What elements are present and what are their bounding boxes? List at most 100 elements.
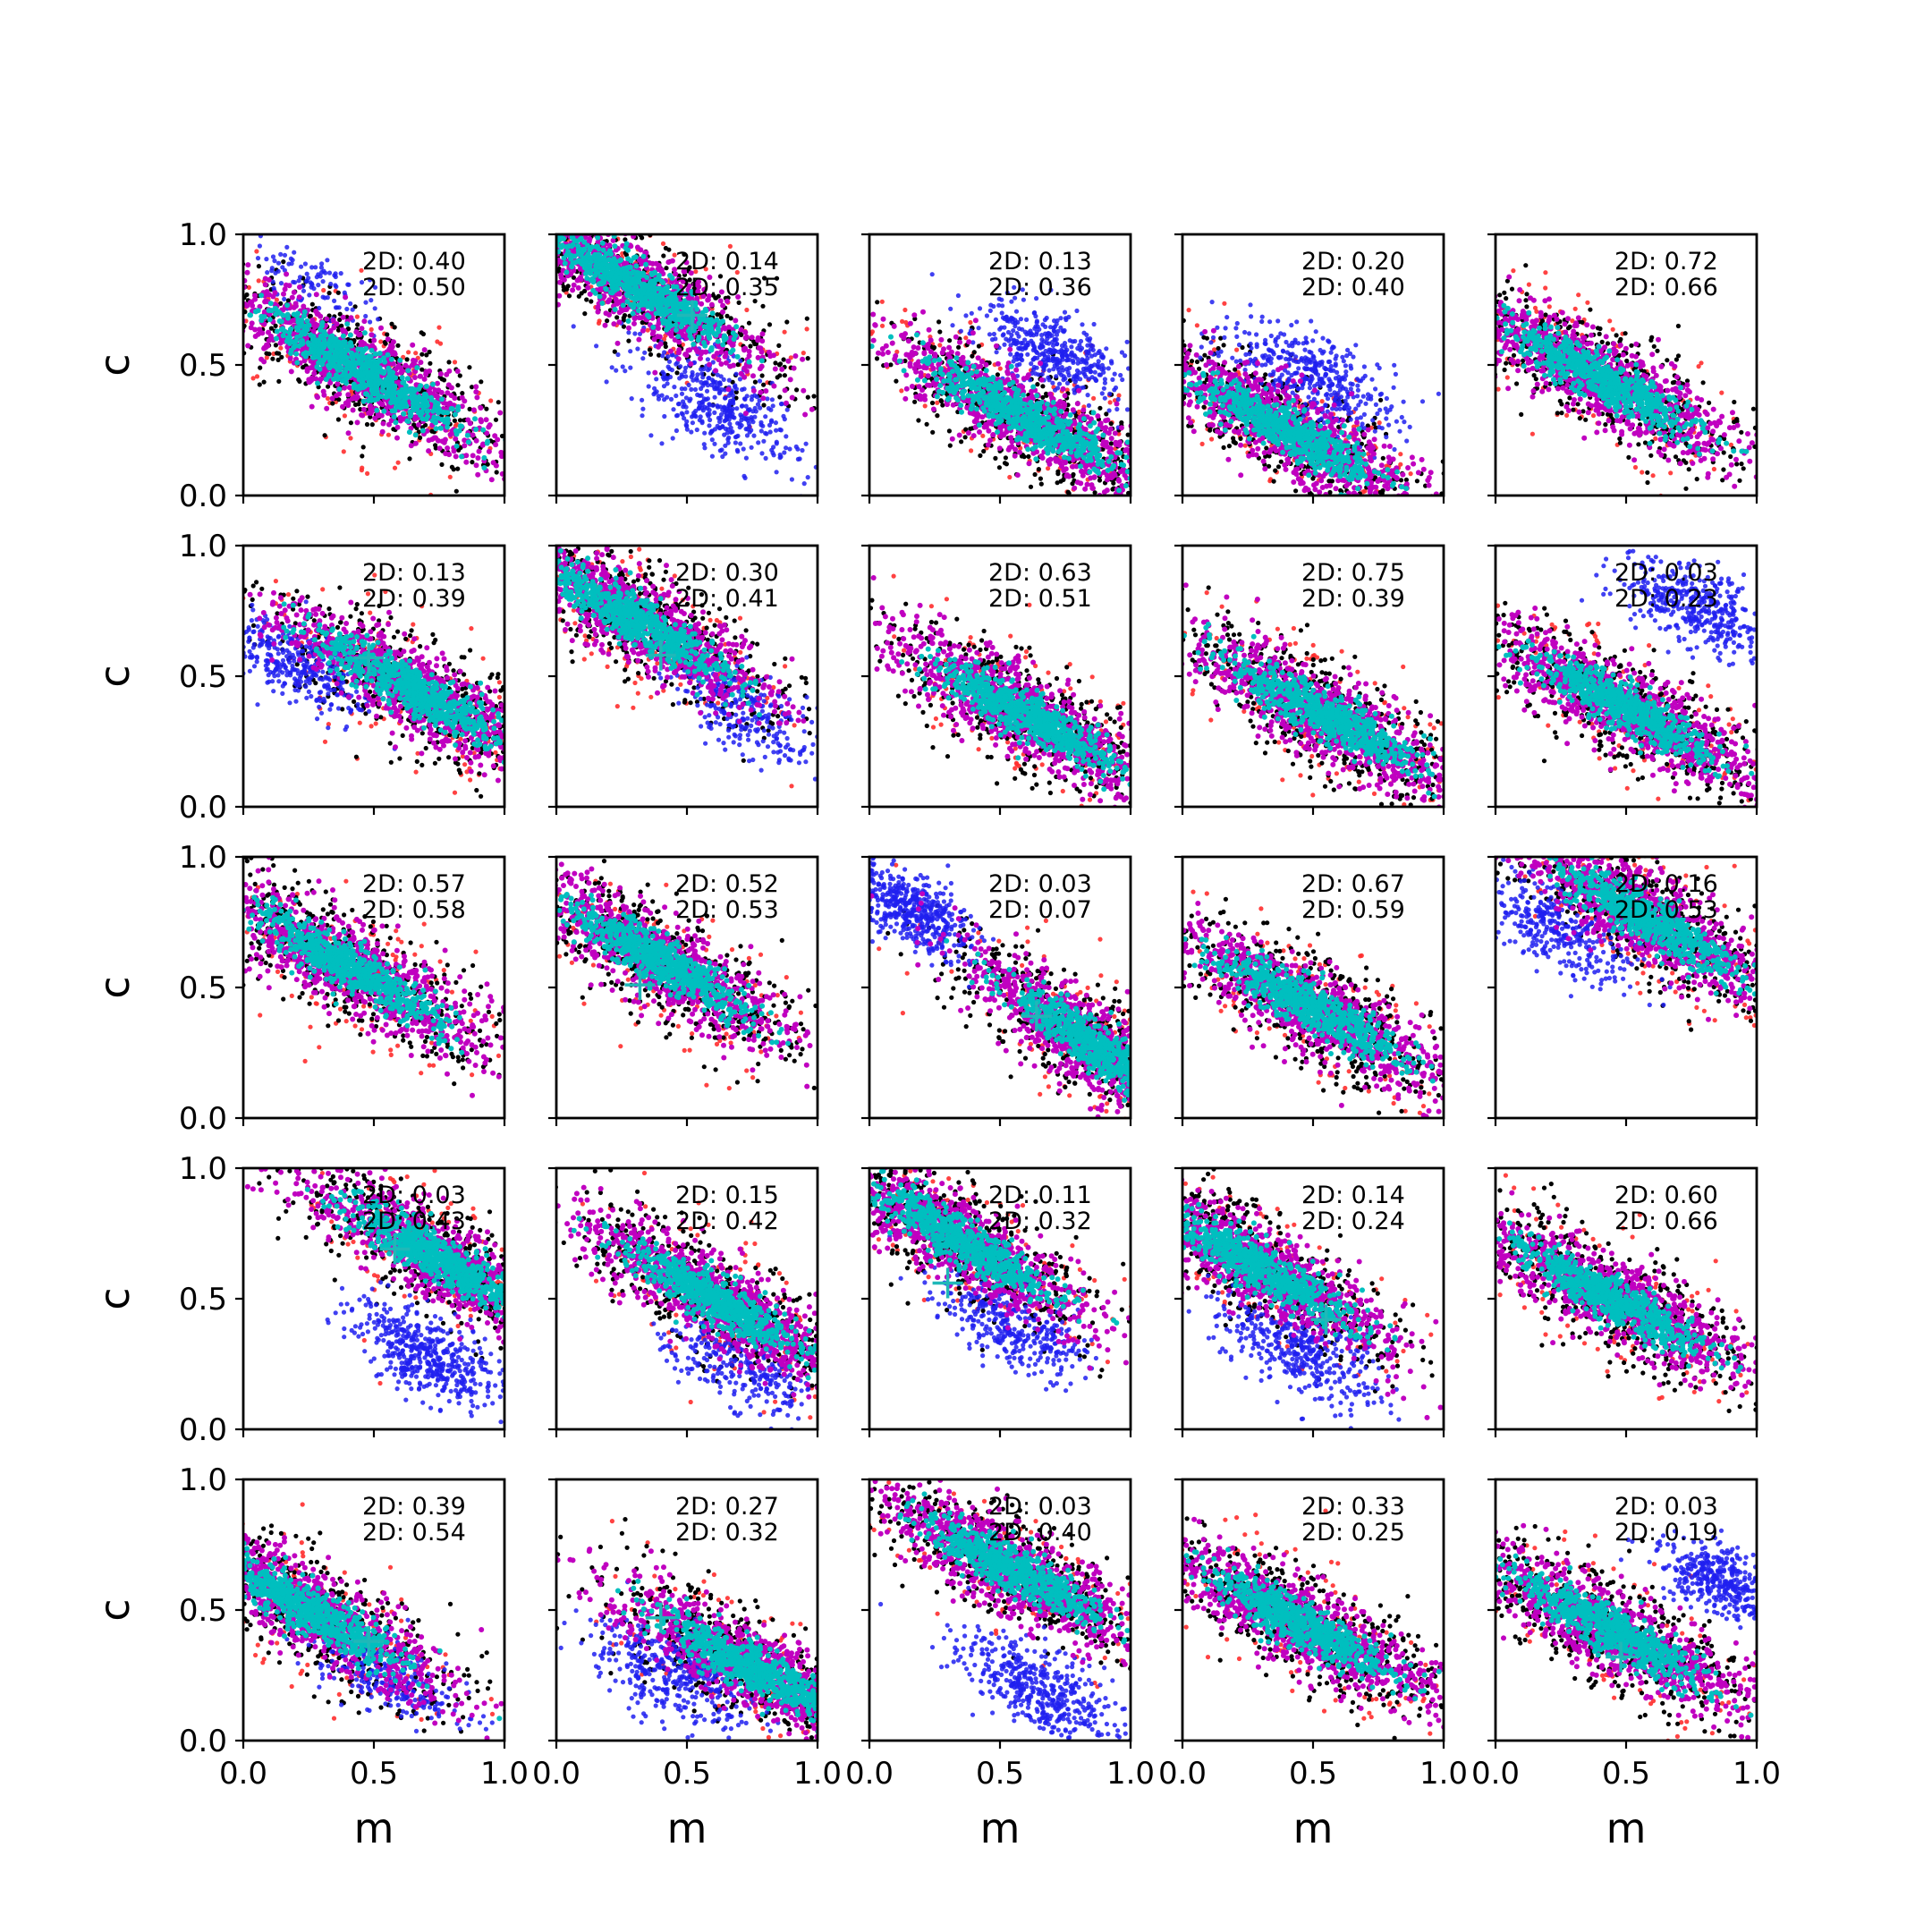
- data-point: [504, 174, 508, 179]
- data-point: [447, 401, 453, 406]
- data-point: [737, 421, 741, 426]
- data-point: [702, 431, 707, 436]
- data-point: [262, 314, 267, 319]
- data-point: [398, 419, 403, 424]
- data-point: [469, 197, 474, 202]
- data-point: [557, 199, 562, 203]
- data-point: [575, 213, 580, 217]
- data-point: [526, 468, 531, 473]
- data-point: [599, 281, 605, 286]
- data-point: [404, 419, 410, 424]
- data-point: [420, 416, 426, 421]
- data-point: [612, 258, 617, 263]
- data-point: [792, 353, 798, 359]
- data-point: [489, 477, 495, 482]
- data-point: [546, 245, 551, 250]
- data-point: [427, 437, 432, 443]
- data-point: [570, 260, 575, 266]
- data-point: [397, 394, 402, 400]
- data-point: [549, 226, 555, 232]
- data-point: [529, 239, 534, 244]
- data-point: [543, 273, 547, 277]
- data-point: [523, 212, 529, 217]
- data-point: [614, 315, 619, 319]
- data-point: [551, 225, 556, 231]
- data-point: [412, 375, 418, 380]
- data-point: [604, 287, 609, 292]
- data-point: [741, 474, 746, 479]
- data-point: [617, 275, 623, 280]
- data-point: [315, 381, 320, 386]
- data-point: [681, 399, 685, 403]
- data-point: [309, 285, 313, 290]
- data-point: [359, 373, 364, 378]
- data-point: [491, 240, 496, 244]
- data-point: [511, 401, 515, 405]
- data-point: [783, 330, 787, 335]
- data-point: [674, 370, 679, 375]
- data-point: [424, 369, 429, 375]
- data-point: [738, 412, 742, 417]
- data-point: [784, 445, 788, 450]
- data-point: [537, 181, 541, 185]
- data-point: [633, 297, 639, 302]
- data-point: [658, 295, 664, 301]
- data-point: [365, 422, 369, 427]
- data-point: [494, 196, 499, 201]
- data-point: [418, 436, 422, 440]
- data-point: [667, 360, 672, 364]
- data-point: [572, 324, 576, 328]
- data-point: [555, 222, 560, 227]
- data-point: [228, 311, 233, 317]
- data-point: [717, 391, 722, 395]
- data-point: [643, 262, 648, 267]
- data-point: [497, 411, 503, 416]
- data-point: [696, 335, 701, 340]
- data-point: [215, 318, 219, 323]
- data-point: [347, 374, 352, 379]
- data-point: [539, 252, 544, 257]
- data-point: [412, 417, 418, 422]
- data-point: [474, 438, 479, 444]
- data-point: [438, 426, 444, 431]
- y-tick-label: 0.0: [179, 479, 227, 514]
- data-point: [547, 272, 551, 276]
- data-point: [436, 326, 441, 330]
- data-point: [827, 402, 833, 407]
- data-point: [494, 463, 499, 469]
- data-point: [528, 464, 533, 470]
- data-point: [336, 386, 342, 392]
- data-point: [549, 220, 555, 225]
- data-point: [514, 196, 520, 201]
- data-point: [770, 397, 775, 402]
- data-point: [362, 330, 368, 335]
- data-point: [576, 285, 581, 291]
- data-point: [528, 248, 532, 252]
- data-point: [669, 397, 674, 402]
- data-point: [563, 261, 568, 267]
- data-point: [615, 352, 620, 357]
- data-point: [605, 225, 610, 230]
- data-point: [606, 258, 612, 263]
- data-point: [274, 343, 278, 347]
- data-point: [756, 440, 760, 445]
- data-point: [675, 413, 680, 418]
- data-point: [229, 281, 233, 285]
- data-point: [706, 368, 710, 372]
- data-point: [625, 274, 631, 279]
- data-point: [546, 241, 550, 245]
- data-point: [312, 355, 318, 360]
- data-point: [561, 221, 566, 226]
- data-point: [481, 465, 487, 470]
- data-point: [775, 441, 779, 445]
- data-point: [330, 396, 335, 402]
- data-point: [420, 428, 426, 434]
- data-point: [515, 210, 520, 215]
- data-point: [520, 195, 524, 199]
- data-point: [538, 243, 543, 249]
- data-point: [727, 378, 732, 383]
- data-point: [784, 401, 789, 406]
- data-point: [759, 451, 764, 455]
- data-point: [341, 334, 346, 339]
- data-point: [784, 434, 788, 438]
